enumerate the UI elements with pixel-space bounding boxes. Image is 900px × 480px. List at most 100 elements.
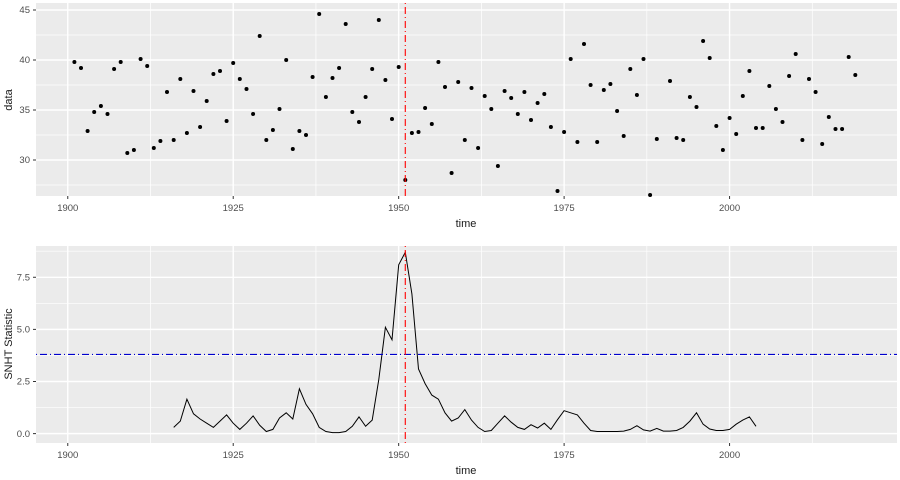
top-y-axis-title: data xyxy=(3,89,15,111)
axis-ticks: 1900 1925 1950 1975 2000 30 35 40 45 xyxy=(19,5,740,214)
snht-line-panel: 1900 1925 1950 1975 2000 0.0 2.5 5.0 7.5 xyxy=(17,246,897,461)
data-point xyxy=(337,66,342,70)
data-point xyxy=(363,95,368,99)
data-point xyxy=(621,134,626,138)
data-point xyxy=(727,116,732,120)
data-point xyxy=(304,133,308,137)
data-point xyxy=(807,77,811,81)
data-point xyxy=(674,136,679,140)
panel-background xyxy=(36,3,897,196)
y-tick-label: 0.0 xyxy=(17,429,30,440)
data-point xyxy=(237,77,242,81)
x-tick-label: 2000 xyxy=(719,203,740,214)
data-point xyxy=(198,125,203,129)
data-point xyxy=(820,142,825,146)
data-point xyxy=(92,110,97,114)
data-point xyxy=(668,79,672,83)
data-point xyxy=(343,22,348,26)
scatter-points xyxy=(72,12,858,197)
y-tick-label: 40 xyxy=(19,55,30,66)
data-point xyxy=(158,139,163,143)
data-point xyxy=(502,89,507,93)
data-point xyxy=(701,39,706,43)
data-point xyxy=(595,140,600,144)
data-point xyxy=(800,138,805,142)
data-point xyxy=(469,86,474,90)
data-point xyxy=(204,99,209,103)
data-point xyxy=(522,90,527,94)
data-point xyxy=(714,124,719,128)
x-tick-label: 1950 xyxy=(388,450,409,461)
data-point xyxy=(270,128,275,132)
data-point xyxy=(515,112,520,116)
y-tick-label: 5.0 xyxy=(17,325,30,336)
data-point xyxy=(131,148,136,152)
data-point xyxy=(98,104,103,108)
data-point xyxy=(184,131,189,135)
data-point xyxy=(370,67,375,71)
data-point xyxy=(740,94,745,98)
data-point xyxy=(628,67,633,71)
data-point xyxy=(826,115,831,119)
x-tick-label: 1925 xyxy=(223,203,244,214)
data-point xyxy=(568,57,573,61)
data-point xyxy=(125,151,130,155)
data-point xyxy=(317,12,322,16)
y-tick-label: 30 xyxy=(19,155,30,166)
data-point xyxy=(456,80,461,84)
data-point xyxy=(429,122,434,126)
data-scatter-panel: 1900 1925 1950 1975 2000 30 35 40 45 xyxy=(19,3,897,214)
data-point xyxy=(277,107,282,111)
data-point xyxy=(112,67,117,71)
x-tick-label: 1925 xyxy=(223,450,244,461)
data-point xyxy=(548,125,553,129)
x-tick-label: 1900 xyxy=(57,450,78,461)
data-point xyxy=(323,95,328,99)
data-point xyxy=(145,64,150,68)
data-point xyxy=(409,131,414,135)
data-point xyxy=(357,120,361,124)
data-point xyxy=(615,109,620,113)
data-point xyxy=(654,137,659,141)
data-point xyxy=(555,189,560,193)
data-point xyxy=(535,101,540,105)
data-point xyxy=(582,42,586,46)
data-point xyxy=(833,127,838,131)
data-point xyxy=(601,88,606,92)
data-point xyxy=(509,96,514,100)
data-point xyxy=(846,55,851,59)
y-tick-label: 45 xyxy=(19,5,30,16)
data-point xyxy=(787,74,792,78)
data-point xyxy=(297,129,302,133)
data-point xyxy=(562,130,567,134)
data-point xyxy=(178,77,183,81)
data-point xyxy=(760,126,765,130)
data-point xyxy=(754,126,758,130)
data-point xyxy=(476,146,481,150)
data-point xyxy=(634,93,639,97)
panel-background xyxy=(36,246,897,443)
data-point xyxy=(191,89,196,93)
data-point xyxy=(681,138,686,142)
data-point xyxy=(793,52,798,56)
data-point xyxy=(284,58,289,62)
data-point xyxy=(251,112,256,116)
data-point xyxy=(773,107,778,111)
x-tick-label: 1975 xyxy=(554,450,575,461)
data-point xyxy=(118,60,123,64)
data-point xyxy=(79,66,83,70)
data-point xyxy=(330,76,335,80)
data-point xyxy=(423,106,428,110)
data-point xyxy=(383,78,388,82)
data-point xyxy=(747,69,752,73)
data-point xyxy=(244,87,249,91)
data-point xyxy=(257,34,262,38)
data-point xyxy=(224,119,229,123)
data-point xyxy=(310,75,315,79)
data-point xyxy=(495,164,500,168)
data-point xyxy=(734,132,739,136)
data-point xyxy=(853,73,858,77)
data-point xyxy=(165,90,169,94)
bottom-y-axis-title: SNHT Statistic xyxy=(3,308,15,380)
data-point xyxy=(290,147,295,151)
